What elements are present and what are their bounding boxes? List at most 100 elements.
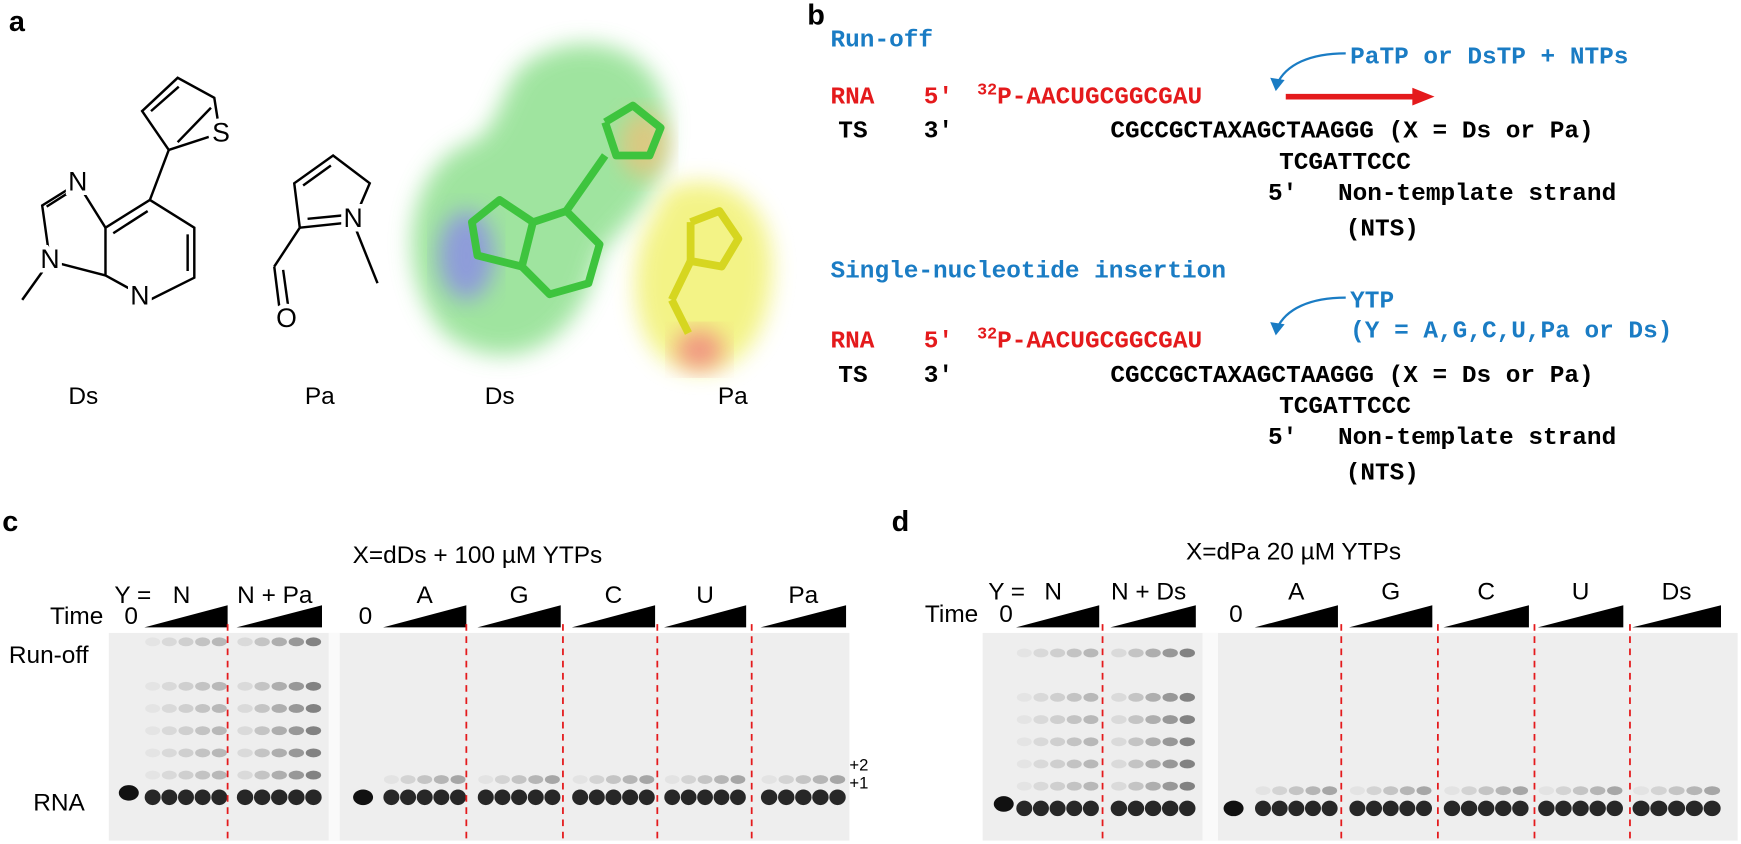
time-wedge [760, 605, 847, 628]
gel-band [178, 637, 194, 647]
panel-label: b [807, 0, 825, 32]
gel-band [178, 748, 194, 758]
gel-band [1366, 800, 1383, 817]
gel-band [1161, 800, 1179, 817]
gel-band [288, 726, 305, 736]
gel-band [812, 775, 829, 784]
gel-band [1304, 800, 1321, 817]
gel-band [1477, 800, 1495, 817]
gel-band [253, 789, 271, 806]
gel-band [1305, 786, 1321, 796]
gel-band [1033, 759, 1049, 769]
gel-band [236, 789, 254, 806]
nts-name: Non-template strand [1338, 425, 1616, 452]
gel-band [211, 748, 227, 758]
gel-band [145, 770, 161, 780]
gel-band [1444, 786, 1460, 796]
gel-band [812, 789, 829, 806]
gel-band [1685, 800, 1703, 817]
caption: Ds [485, 383, 515, 410]
gel-band [1111, 759, 1127, 769]
product-label: +2 [849, 756, 868, 775]
lane-group: N + Ds [1111, 579, 1186, 606]
gel-band [795, 775, 812, 784]
gel-band [730, 789, 746, 806]
atom: N [130, 281, 149, 311]
isotope: 32 [977, 80, 997, 99]
strand-label: TS [838, 363, 867, 390]
gel-band [1179, 759, 1195, 769]
time-wedge [1537, 605, 1624, 628]
gel-band [254, 637, 270, 647]
gel-band [1366, 786, 1382, 796]
gel-band [477, 789, 494, 806]
band-label: RNA [33, 790, 85, 817]
sequence: P-AACUGCGGCGAU [997, 84, 1202, 111]
gel-band [778, 789, 795, 806]
atom: O [276, 303, 297, 333]
gel-band [1606, 800, 1623, 817]
gel-band [305, 789, 322, 806]
time-wedge [663, 605, 747, 628]
strand-end: 5′ [1268, 181, 1297, 208]
gel-band [1349, 786, 1365, 796]
gel-band [1555, 800, 1572, 817]
gel-band [1538, 800, 1555, 817]
gel-band [305, 681, 322, 691]
gel-band [511, 789, 528, 806]
gel-band [1668, 800, 1686, 817]
sequence: P-AACUGCGGCGAU [997, 329, 1202, 356]
lane-group: N [173, 582, 191, 609]
gel-band [1607, 786, 1623, 796]
gel-band [1495, 786, 1511, 796]
strand-end: 3′ [924, 119, 953, 146]
panel-label: d [892, 506, 910, 538]
gel-band [1650, 786, 1667, 796]
strand-end: 3′ [924, 363, 953, 390]
reagent: (Y = A,G,C,U,Pa or Ds) [1350, 319, 1672, 346]
ts-seq: CGCCGCTAXAGCTAAGGG (X = Ds or Pa) [1110, 119, 1593, 146]
gel-title: X=dDs + 100 µM YTPs [353, 542, 603, 569]
gel-band [1162, 781, 1178, 791]
gel-band [145, 726, 161, 736]
gel-band [1478, 786, 1494, 796]
gel-band [1555, 786, 1572, 796]
gel-band [288, 770, 305, 780]
gel-band [254, 726, 270, 736]
gel-band [145, 704, 161, 713]
lane-group: C [605, 582, 623, 609]
time-zero: 0 [1229, 601, 1243, 628]
panel-label: c [2, 506, 18, 538]
gel-band [1033, 692, 1049, 702]
gel-band [1050, 737, 1066, 747]
gel-band [118, 785, 139, 801]
atom: S [212, 117, 230, 147]
gel-band [1271, 800, 1288, 817]
gel-band [1033, 715, 1049, 725]
gel-band [622, 789, 639, 806]
gel-band [527, 789, 544, 806]
lane-group: Ds [1662, 579, 1692, 606]
gel-gap [1202, 632, 1219, 841]
strand-label: RNA [831, 329, 875, 356]
gel-band [1650, 800, 1668, 817]
ts-seq: CGCCGCTAXAGCTAAGGG (X = Ds or Pa) [1110, 363, 1593, 390]
gel-band [1443, 800, 1461, 817]
nts-abbr: (NTS) [1346, 216, 1419, 243]
gel-band [1033, 737, 1049, 747]
gel-band [1050, 781, 1066, 791]
gel-band [195, 770, 211, 780]
surface-model [411, 44, 773, 372]
gel-band [730, 775, 746, 784]
gel-band [1016, 648, 1032, 658]
gel-band [1111, 692, 1127, 702]
gel-band [254, 681, 270, 691]
gel-band [494, 789, 511, 806]
gel-band [305, 770, 322, 780]
gel-band [1050, 692, 1066, 702]
gel-band [288, 681, 305, 691]
gel-band [664, 789, 681, 806]
gel-band [271, 637, 287, 647]
gel-band [1162, 759, 1178, 769]
